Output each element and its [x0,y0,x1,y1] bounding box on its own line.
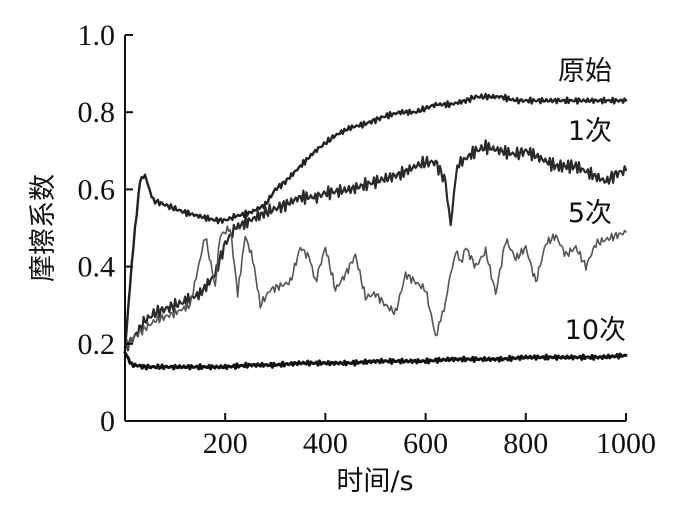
series-line-4 [123,350,628,371]
x-tick-label: 600 [403,427,448,460]
y-tick-label: 0 [100,405,115,438]
series-labels: 原始 1次 5次 10次 [558,56,626,346]
series-label-2: 1次 [568,116,612,147]
series-line-1 [123,92,628,349]
y-tick-label: 0.2 [78,328,116,361]
series-label-3: 5次 [568,198,612,229]
x-tick-label: 1000 [596,427,656,460]
plot-area: 200 400 600 800 1000 0 0.2 0.4 0.6 0.8 1.0 原始 1次 5次… [78,19,657,460]
x-tick-label: 800 [503,427,548,460]
series-label-4: 10次 [565,315,626,346]
series-group [123,92,628,371]
y-axis-title: 摩擦系数 [28,174,59,282]
x-tick-label: 400 [303,427,348,460]
x-axis-title: 时间/s [336,466,413,497]
x-ticks: 200 400 600 800 1000 [203,413,656,460]
x-tick-label: 200 [203,427,248,460]
series-label-1: 原始 [558,56,612,87]
y-tick-label: 1.0 [78,19,116,52]
y-tick-label: 0.8 [78,96,116,129]
series-line-2 [123,139,628,352]
y-ticks: 0 0.2 0.4 0.6 0.8 1.0 [78,19,133,438]
y-tick-label: 0.6 [78,173,116,206]
series-line-3 [124,225,627,351]
y-tick-label: 0.4 [78,251,116,284]
